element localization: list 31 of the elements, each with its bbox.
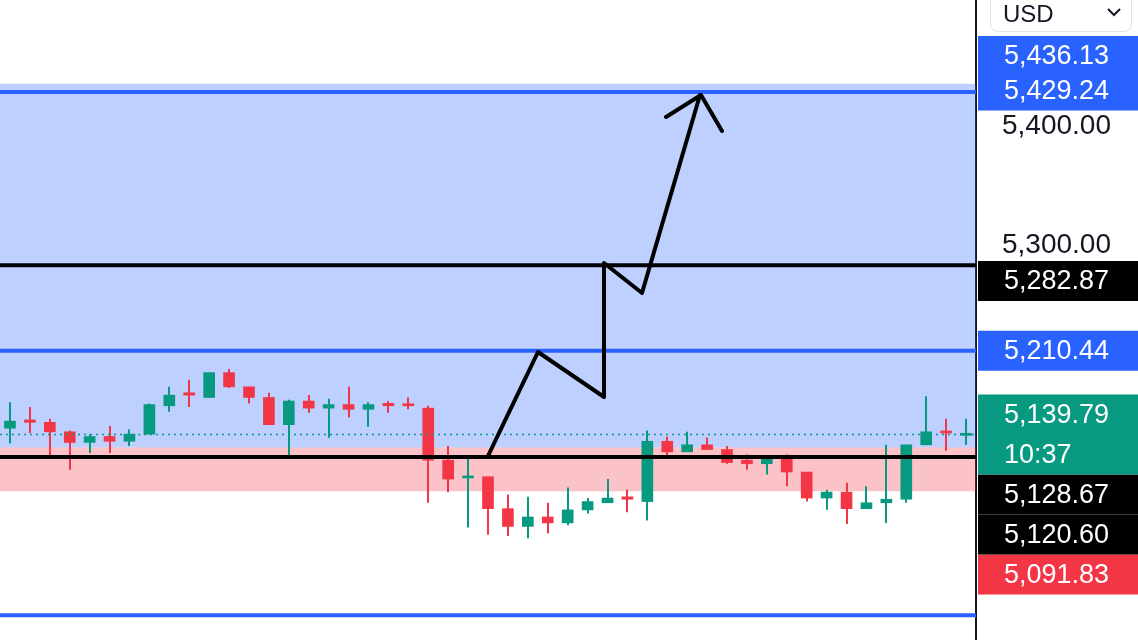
candlestick [362,401,375,429]
candlestick [880,443,893,524]
candlestick [780,453,793,488]
candlestick [661,435,674,457]
currency-dropdown: USD [990,0,1132,32]
text: 5,128.67 [1004,478,1110,509]
y-tick-label: 5,400.00 [1002,109,1111,141]
ref-line-label: 5,429.24 [1004,75,1110,106]
candlestick [223,368,235,390]
candlestick [621,488,634,514]
candlestick [63,429,76,471]
ref-line-label: 5,282.87 [1004,265,1110,296]
ref-line-label: 5,139.79 10:37 [1004,398,1110,469]
candlestick [541,501,554,535]
candlestick [840,481,853,526]
candlestick [442,444,454,494]
candlestick [342,385,355,419]
ref-line-label: 5,210.44 [1004,335,1110,366]
band-label: 5,091.83 [1004,558,1110,589]
candlestick [860,485,873,510]
candlestick [103,424,116,455]
candlestick [43,417,56,457]
ref-line-label: 5,120.60 [1004,518,1110,549]
candlestick [163,385,176,413]
band-label: 5,436.13 [1004,40,1110,71]
candlestick [183,378,196,408]
y-tick-label: 5,300.00 [1002,227,1111,259]
candlestick [502,493,514,537]
candlestick [561,486,574,527]
candlestick [522,495,534,540]
candlestick [24,405,36,434]
